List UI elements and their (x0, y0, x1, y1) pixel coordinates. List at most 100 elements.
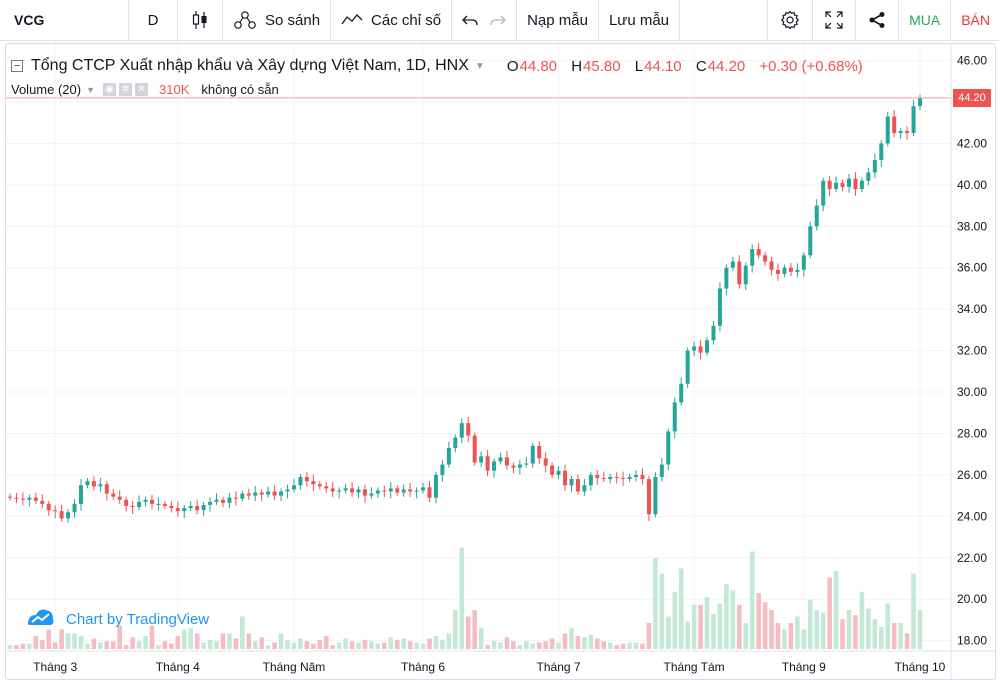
volume-bar (749, 551, 755, 649)
y-tick-label: 40.00 (957, 178, 987, 192)
volume-bar (130, 637, 135, 649)
x-tick-label: Tháng Năm (263, 660, 326, 674)
low-value: 44.10 (644, 57, 682, 75)
undo-button[interactable] (452, 0, 484, 40)
volume-bar (724, 584, 729, 649)
volume-bar (252, 641, 258, 649)
collapse-legend-button[interactable] (11, 60, 23, 72)
volume-bar (511, 641, 516, 649)
volume-bar (672, 591, 678, 649)
open-value: 44.80 (519, 57, 558, 75)
load-template-button[interactable]: Nạp mẫu (517, 0, 598, 40)
volume-bar (407, 641, 413, 649)
volume-bar (588, 634, 594, 649)
y-tick-label: 32.00 (957, 344, 987, 358)
candle-body (33, 497, 38, 501)
x-tick-label: Tháng 6 (401, 660, 445, 674)
volume-note: không có sẵn (201, 82, 279, 97)
candle-body (634, 474, 639, 477)
redo-button[interactable] (484, 0, 516, 40)
candle-body (776, 269, 781, 274)
volume-bar (72, 633, 77, 649)
volume-bar (601, 641, 607, 649)
candle-body (653, 476, 658, 515)
symbol-search[interactable]: VCG (0, 0, 128, 40)
candle-body (440, 464, 445, 475)
volume-bar (65, 633, 71, 649)
chevron-down-icon[interactable]: ▼ (86, 84, 96, 95)
volume-bar (227, 633, 232, 649)
close-label: C (695, 57, 707, 75)
candle-body (137, 501, 142, 508)
volume-bar (756, 593, 761, 649)
candle-body (853, 178, 858, 190)
candle-body (343, 488, 348, 491)
volume-bar (272, 642, 277, 649)
chart-panel[interactable]: 18.00 20.00 22.00 24.00 26.00 28.00 30.00 32.00… (5, 43, 996, 680)
volume-bar (453, 610, 458, 649)
toolbar-divider (177, 0, 178, 40)
compare-button[interactable]: So sánh (223, 0, 330, 40)
candle-body (27, 497, 32, 500)
candle-body (918, 97, 922, 107)
volume-bar (530, 643, 536, 649)
candle-body (117, 496, 122, 500)
candle-body (905, 131, 910, 134)
candle-body (737, 261, 742, 285)
candle-body (627, 476, 632, 480)
save-template-label: Lưu mẫu (608, 11, 670, 29)
candle-body (485, 456, 490, 471)
candle-body (124, 499, 129, 506)
toolbar-divider (222, 0, 223, 40)
candle-body (72, 503, 77, 513)
price-chart[interactable]: 18.00 20.00 22.00 24.00 26.00 28.00 30.00 32.00… (6, 44, 995, 679)
candle-body (827, 180, 832, 190)
eye-icon[interactable]: ◉ (103, 83, 117, 96)
y-tick-label: 24.00 (957, 509, 987, 523)
candle-body (330, 488, 335, 492)
interval-button[interactable]: D (129, 0, 177, 40)
candle-body (214, 499, 219, 502)
candle-body (20, 498, 25, 500)
toolbar-divider (516, 0, 518, 40)
buy-button[interactable]: MUA (899, 0, 950, 40)
settings-button[interactable] (768, 0, 812, 40)
volume-label[interactable]: Volume (20) (11, 82, 82, 97)
candle-body (530, 445, 535, 464)
gear-icon[interactable]: ✲ (119, 83, 133, 96)
candle-body (240, 493, 245, 499)
series-title[interactable]: Tổng CTCP Xuất nhập khẩu và Xây dựng Việ… (31, 57, 469, 74)
symbol-label: VCG (14, 12, 45, 28)
volume-bar (685, 621, 690, 649)
candle-body (640, 474, 645, 480)
volume-bar (653, 558, 658, 649)
chevron-down-icon[interactable]: ▼ (474, 60, 485, 72)
volume-bar (840, 619, 845, 649)
volume-bar (369, 641, 374, 649)
candle-body (369, 493, 374, 496)
volume-bar (872, 619, 878, 649)
volume-bar (343, 638, 348, 649)
chart-style-button[interactable] (178, 0, 222, 40)
sell-button[interactable]: BÁN (951, 0, 1000, 40)
volume-bar (162, 641, 168, 649)
volume-bar (278, 633, 284, 649)
y-tick-label: 18.00 (957, 634, 987, 648)
volume-bar (562, 633, 568, 649)
volume-bar (549, 638, 555, 649)
volume-bar (807, 599, 813, 649)
volume-bar (330, 645, 335, 649)
candle-body (421, 487, 426, 491)
close-icon[interactable]: ✕ (135, 83, 149, 96)
candle-body (575, 479, 580, 492)
tradingview-watermark[interactable]: Chart by TradingView (26, 606, 209, 632)
volume-bar (362, 639, 368, 649)
volume-bar (33, 636, 39, 649)
save-template-button[interactable]: Lưu mẫu (599, 0, 679, 40)
volume-bar (678, 568, 684, 649)
fullscreen-button[interactable] (813, 0, 855, 40)
volume-bar (556, 642, 561, 649)
indicators-button[interactable]: Các chỉ số (331, 0, 451, 40)
x-tick-label: Tháng 4 (156, 660, 200, 674)
share-button[interactable] (856, 0, 898, 40)
